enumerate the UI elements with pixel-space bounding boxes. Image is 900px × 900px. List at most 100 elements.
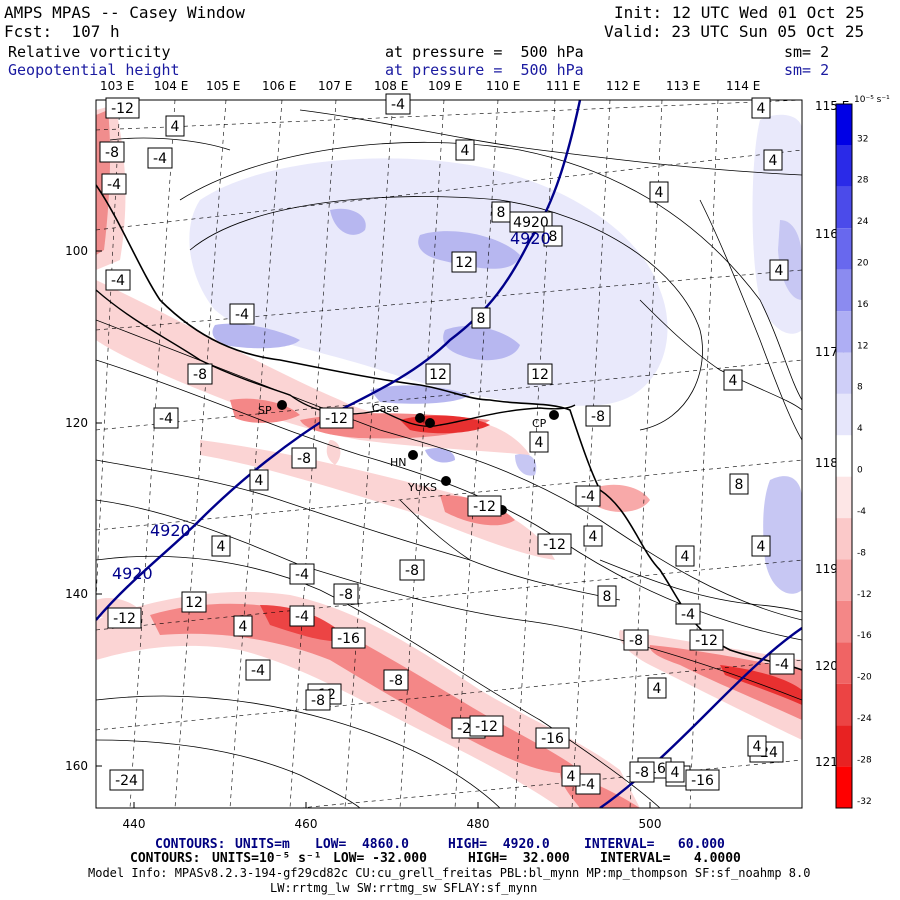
contour-label: 4 bbox=[455, 139, 475, 161]
contour-label-text: -4 bbox=[235, 307, 249, 323]
contour-label: 8 bbox=[471, 307, 491, 329]
x-tick-label: 460 bbox=[295, 817, 318, 831]
contour-label-text: 4 bbox=[775, 263, 784, 279]
contour-label: 4 bbox=[747, 735, 767, 757]
contour-label: 4 bbox=[561, 765, 581, 787]
colorbar-swatch bbox=[836, 642, 852, 684]
contour-label-text: 4 bbox=[589, 529, 598, 545]
contour-label-text: 4 bbox=[757, 539, 766, 555]
contour-label-text: 4 bbox=[171, 119, 180, 135]
contour-label: -8 bbox=[629, 761, 655, 783]
top-lon-label: 105 E bbox=[206, 79, 240, 93]
field1-level: at pressure = 500 hPa bbox=[385, 43, 584, 61]
field2-level: at pressure = 500 hPa bbox=[385, 61, 584, 79]
contour-label: 8 bbox=[597, 585, 617, 607]
contour-label: -16 bbox=[535, 727, 570, 749]
contour-label: 4 bbox=[249, 469, 269, 491]
contour-label-text: -4 bbox=[581, 777, 595, 793]
contour-label: 4 bbox=[763, 149, 783, 171]
top-lon-label: 110 E bbox=[486, 79, 520, 93]
station-hn-label: HN bbox=[390, 456, 407, 469]
contour-label-text: -12 bbox=[325, 411, 348, 427]
contour-label: -4 bbox=[105, 269, 131, 291]
contour-label: -4 bbox=[229, 303, 255, 325]
contour-label: 4 bbox=[233, 615, 253, 637]
colorbar-swatch bbox=[836, 352, 852, 394]
contour-label-text: -12 bbox=[543, 537, 566, 553]
contour-label-text: 4 bbox=[461, 143, 470, 159]
contour-label-text: 4 bbox=[653, 681, 662, 697]
contour-label-text: -8 bbox=[405, 563, 419, 579]
colorbar-swatch bbox=[836, 228, 852, 270]
colorbar-swatch bbox=[836, 311, 852, 353]
model-info-2: LW:rrtmg_lw SW:rrtmg_sw SFLAY:sf_mynn bbox=[270, 881, 538, 895]
contour-label: -12 bbox=[107, 607, 142, 629]
contour-label-text: 8 bbox=[497, 205, 506, 221]
contour-label: -8 bbox=[99, 141, 125, 163]
contour-label-text: 8 bbox=[735, 477, 744, 493]
contour-label-text: 8 bbox=[549, 229, 558, 245]
contour-label-text: -4 bbox=[107, 177, 121, 193]
station-cp-marker bbox=[549, 410, 559, 420]
colorbar-tick: -16 bbox=[857, 631, 872, 641]
contour-label-text: -8 bbox=[297, 451, 311, 467]
top-longitude-labels: 103 E 104 E 105 E 106 E 107 E 108 E 109 E 110 E… bbox=[100, 79, 760, 93]
colorbar-tick: -28 bbox=[857, 755, 872, 765]
footer-vort-units: UNITS=10⁻⁵ s⁻¹ bbox=[212, 851, 322, 866]
footer-vort-high: HIGH= 32.000 bbox=[468, 851, 570, 866]
top-lon-label: 114 E bbox=[726, 79, 760, 93]
contour-label-text: 12 bbox=[429, 367, 447, 383]
footer-vort-interval: INTERVAL= 4.0000 bbox=[600, 851, 741, 866]
footer-height-units: UNITS=m bbox=[235, 837, 290, 852]
contour-label-text: -8 bbox=[339, 587, 353, 603]
contour-label-text: -4 bbox=[775, 657, 789, 673]
contour-label: 4 bbox=[211, 535, 231, 557]
contour-label-text: -8 bbox=[629, 633, 643, 649]
station-case-marker-1 bbox=[415, 413, 425, 423]
contour-label-text: 4 bbox=[681, 549, 690, 565]
x-tick-label: 440 bbox=[123, 817, 146, 831]
colorbar-swatch bbox=[836, 683, 852, 726]
contour-label: 4 bbox=[675, 545, 695, 567]
contour-label-text: -4 bbox=[159, 411, 173, 427]
contour-label-text: -4 bbox=[391, 97, 405, 113]
colorbar-swatch bbox=[836, 766, 852, 808]
colorbar-tick: -8 bbox=[857, 548, 866, 558]
x-tick-label: 480 bbox=[467, 817, 490, 831]
ice-edge bbox=[96, 289, 576, 427]
contour-label: -4 bbox=[153, 407, 179, 429]
contour-label-text: 4 bbox=[729, 373, 738, 389]
y-tick-label: 120 bbox=[65, 416, 88, 430]
contour-label: 4 bbox=[649, 181, 669, 203]
x-tick-label: 500 bbox=[639, 817, 662, 831]
contour-label: 4 bbox=[723, 369, 743, 391]
contour-label: -8 bbox=[383, 669, 409, 691]
contour-label: -4 bbox=[245, 659, 271, 681]
contour-label: 4 bbox=[165, 115, 185, 137]
station-hn-marker bbox=[408, 450, 418, 460]
top-lon-label: 108 E bbox=[374, 79, 408, 93]
contour-label-text: 12 bbox=[531, 367, 549, 383]
contour-label-text: 12 bbox=[185, 595, 203, 611]
contour-label: 4 bbox=[751, 97, 771, 119]
contour-label-text: 4 bbox=[567, 769, 576, 785]
footer-vort-label: CONTOURS: bbox=[130, 851, 201, 866]
vorticity-contours bbox=[96, 109, 802, 808]
contour-label-text: 8 bbox=[603, 589, 612, 605]
contour-label-text: -8 bbox=[193, 367, 207, 383]
colorbar-tick: 8 bbox=[857, 383, 863, 393]
height-label-3: 4920 bbox=[112, 564, 153, 583]
top-lon-label: 111 E bbox=[546, 79, 580, 93]
station-yuks-label: YUKS bbox=[407, 481, 437, 494]
contour-labels: -12 4 -4 4 -4 4 -8 4 -4 4 8 4920 8 4 -4 12 8 -4 12 12 4 -8 8 -1… bbox=[99, 93, 795, 795]
contour-label: 4 bbox=[665, 761, 685, 783]
contour-label: 8 bbox=[729, 473, 749, 495]
contour-label: -4 bbox=[289, 563, 315, 585]
contour-label-text: 4 bbox=[753, 739, 762, 755]
contour-label-text: -4 bbox=[581, 489, 595, 505]
graticule bbox=[96, 100, 802, 808]
top-lon-label: 113 E bbox=[666, 79, 700, 93]
contour-label-text: 4 bbox=[255, 473, 264, 489]
colorbar-swatch bbox=[836, 393, 852, 436]
station-sp-marker bbox=[277, 400, 287, 410]
